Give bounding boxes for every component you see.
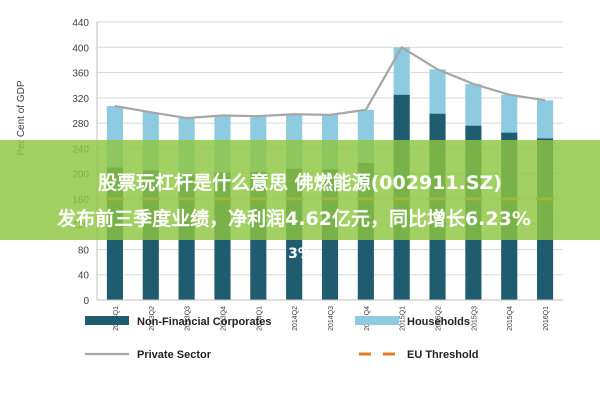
- x-tick-label: 2014Q3: [328, 306, 335, 331]
- legend-label: EU Threshold: [407, 349, 479, 361]
- legend-label: Private Sector: [137, 349, 212, 361]
- bar-households: [393, 47, 410, 95]
- line-private-sector: [114, 45, 546, 120]
- x-tick-label: 2015Q4: [507, 306, 514, 331]
- legend-swatch-households: [355, 316, 399, 325]
- x-tick-label: 2013Q4: [220, 306, 227, 331]
- x-tick-label: 2015Q3: [471, 306, 478, 331]
- banner-line-3: 3%: [288, 246, 312, 262]
- y-tick-label: 80: [78, 245, 90, 256]
- x-tick-label: 2014Q1: [256, 306, 263, 331]
- y-tick-label: 440: [72, 18, 89, 29]
- bar-households: [429, 69, 446, 114]
- y-tick-label: 320: [72, 94, 89, 105]
- legend-swatch-non-financial-corporates: [85, 316, 129, 325]
- banner-line-2: 发布前三季度业绩，净利润4.62亿元，同比增长6.23%: [57, 208, 531, 230]
- legend: Non-Financial Corporates Households Privat…: [85, 316, 479, 361]
- bar-households: [537, 100, 554, 139]
- legend-label: Households: [407, 316, 470, 328]
- y-axis-label: Per Cent of GDP: [16, 80, 27, 155]
- bar-households: [501, 94, 518, 133]
- x-tick-label: 2013Q3: [185, 306, 192, 331]
- x-tick-label: 2014Q2: [292, 306, 299, 331]
- y-tick-label: 400: [72, 43, 89, 54]
- y-tick-label: 0: [83, 296, 89, 307]
- overlay-banner: [0, 140, 600, 240]
- bar-households: [465, 83, 482, 126]
- banner-line-1: 股票玩杠杆是什么意思 佛燃能源(002911.SZ): [98, 172, 502, 194]
- x-tick-label: 2013Q2: [149, 306, 156, 331]
- x-tick-label: 2015Q1: [400, 306, 407, 331]
- y-tick-label: 40: [78, 271, 90, 282]
- x-tick-label: 2016Q1: [543, 306, 550, 331]
- y-tick-label: 280: [72, 119, 89, 130]
- legend-label: Non-Financial Corporates: [137, 316, 271, 328]
- x-tick-label: 2015Q2: [436, 306, 443, 331]
- y-tick-label: 360: [72, 69, 89, 80]
